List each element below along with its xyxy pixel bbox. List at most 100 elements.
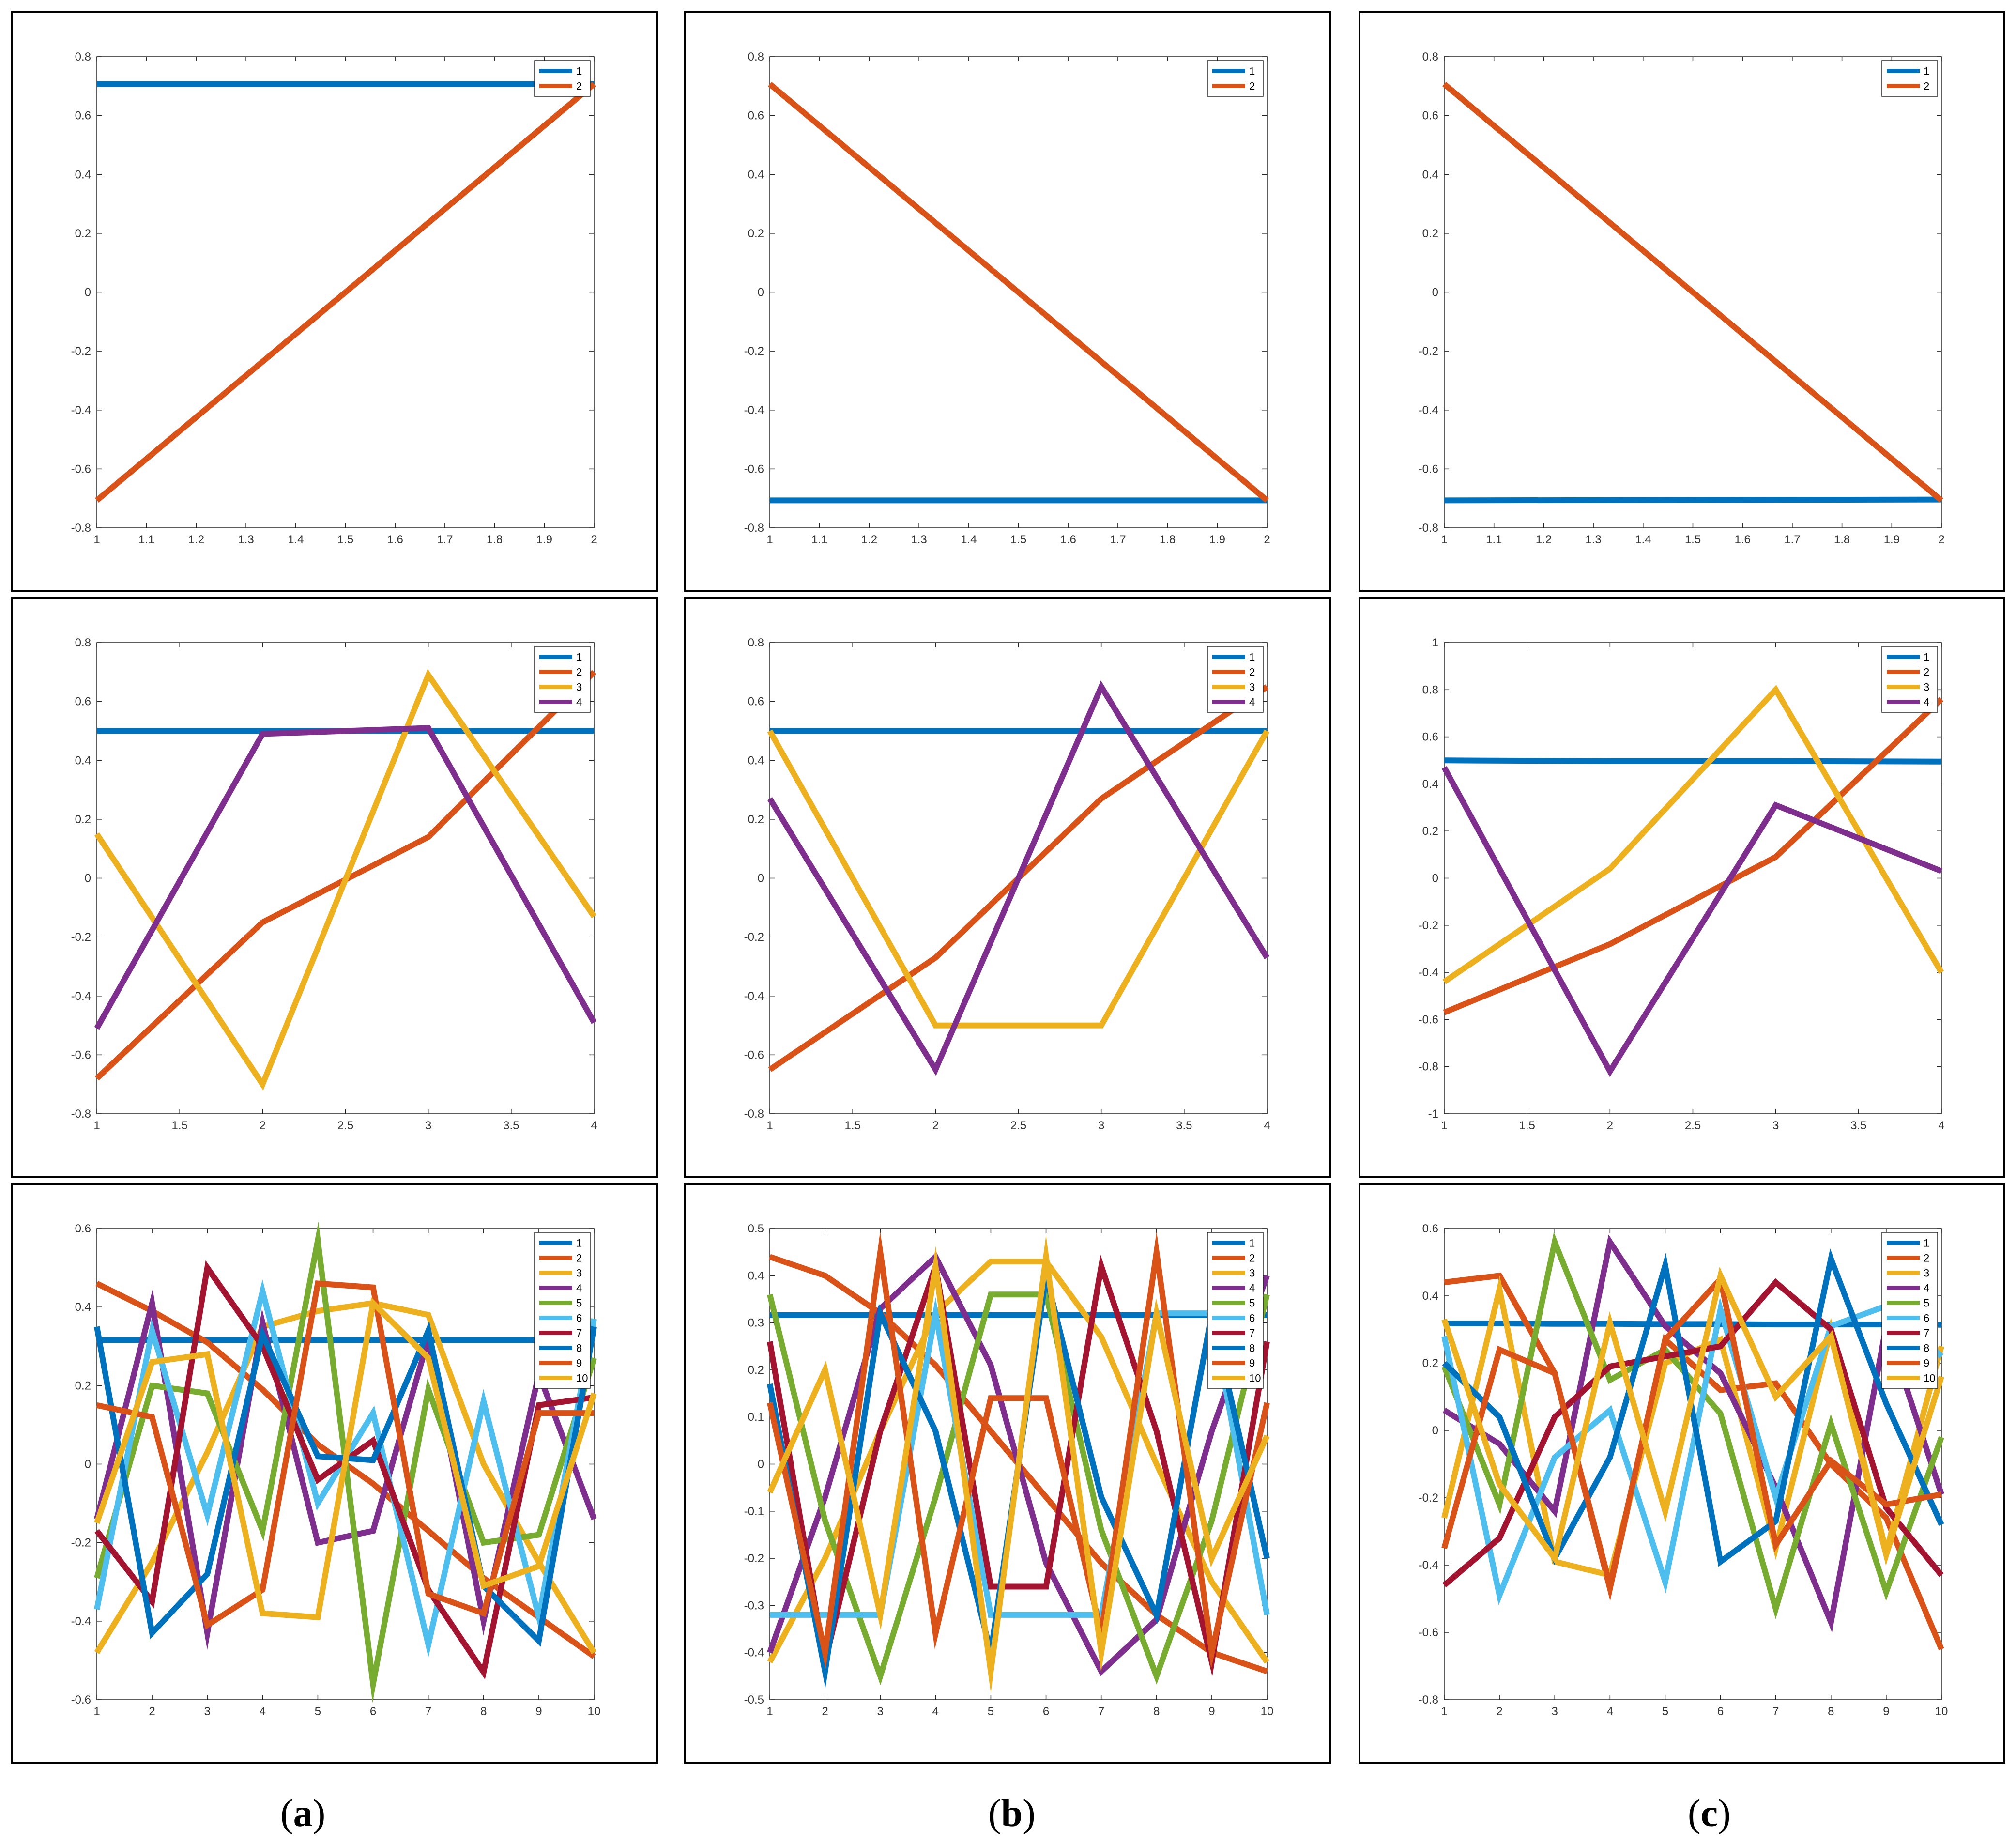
- x-tick-label: 2: [1607, 1119, 1613, 1132]
- legend-label-3: 3: [576, 1267, 582, 1279]
- series-line-8: [1442, 1248, 1944, 1567]
- column-label-b: (b): [988, 1792, 1036, 1835]
- x-tick-label: 7: [1098, 1705, 1104, 1718]
- x-tick-label: 2: [260, 1119, 266, 1132]
- x-tick-label: 10: [1935, 1705, 1948, 1718]
- x-tick-label: 1.4: [288, 533, 304, 546]
- x-tick-label: 1: [766, 533, 773, 546]
- y-tick-label: 0.2: [75, 227, 91, 240]
- legend: 1 2 3 4 5 6 7 8 9 10: [1881, 1232, 1938, 1389]
- y-tick-label: 0.2: [748, 1364, 764, 1377]
- x-tick-label: 1.5: [1685, 533, 1701, 546]
- x-tick-label: 1.1: [138, 533, 154, 546]
- y-tick-label: -0.5: [744, 1693, 764, 1706]
- series-line-4: [94, 725, 597, 1030]
- y-tick-label: 0.8: [748, 50, 764, 63]
- legend-label-2: 2: [1249, 80, 1255, 92]
- x-tick-label: 7: [1772, 1705, 1779, 1718]
- legend-label-2: 2: [1249, 666, 1255, 678]
- x-tick-label: 6: [370, 1705, 376, 1718]
- legend-label-4: 4: [1249, 1282, 1255, 1294]
- x-tick-label: 2.5: [337, 1119, 353, 1132]
- x-tick-label: 1.7: [437, 533, 453, 546]
- series-line-4: [767, 680, 1270, 1076]
- x-tick-label: 4: [1264, 1119, 1270, 1132]
- legend: 1 2 3 4: [1207, 646, 1264, 713]
- legend-label-10: 10: [576, 1372, 588, 1384]
- legend-label-2: 2: [1924, 1252, 1929, 1264]
- y-tick-label: -0.8: [71, 522, 91, 535]
- x-tick-label: 2: [822, 1705, 828, 1718]
- series-line-6: [1441, 1297, 1944, 1606]
- legend-label-4: 4: [1924, 696, 1929, 708]
- legend-label-3: 3: [576, 681, 582, 693]
- y-tick-label: -0.8: [1419, 1693, 1438, 1706]
- x-tick-label: 3.5: [1850, 1119, 1866, 1132]
- y-tick-label: 0.6: [1422, 1222, 1438, 1235]
- x-tick-label: 1.2: [1536, 533, 1552, 546]
- x-tick-label: 1.5: [171, 1119, 187, 1132]
- y-tick-label: -0.2: [744, 345, 764, 358]
- y-tick-label: -0.8: [71, 1107, 91, 1121]
- legend-label-8: 8: [576, 1342, 582, 1354]
- y-tick-label: -0.8: [1419, 1060, 1438, 1074]
- legend-label-2: 2: [1924, 80, 1929, 92]
- y-tick-label: 0.2: [748, 227, 764, 240]
- series-line-2: [768, 81, 1269, 503]
- x-tick-label: 3.5: [1176, 1119, 1192, 1132]
- y-tick-label: 0.4: [1422, 778, 1438, 791]
- y-tick-label: -0.2: [71, 345, 91, 358]
- x-tick-label: 5: [315, 1705, 321, 1718]
- legend-label-3: 3: [1924, 1267, 1929, 1279]
- x-tick-label: 8: [1828, 1705, 1834, 1718]
- y-tick-label: 0: [85, 1458, 91, 1471]
- legend-label-8: 8: [1249, 1342, 1255, 1354]
- legend-label-8: 8: [1924, 1342, 1929, 1354]
- y-tick-label: 0: [1432, 286, 1438, 299]
- y-tick-label: -0.4: [71, 1615, 91, 1628]
- y-tick-label: 0.2: [75, 1379, 91, 1392]
- panel-c1: 1 1.1 1.2 1.3 1.4 1.5 1.6 1.7 1.8 1.9 2 -0.8 -0.6 -0.…: [1359, 11, 2005, 592]
- legend-label-1: 1: [576, 651, 582, 663]
- y-tick-label: -0.6: [1419, 1013, 1438, 1026]
- legend-label-2: 2: [1249, 1252, 1255, 1264]
- legend-label-1: 1: [1249, 1237, 1255, 1249]
- x-tick-label: 1: [93, 1705, 100, 1718]
- legend-label-5: 5: [1924, 1297, 1929, 1309]
- y-tick-label: 0: [758, 1458, 764, 1471]
- panel-c3: 1 2 3 4 5 6 7 8 9 10 -0.8 -0.6 -0.4 -0.2 0 0.2 0.4 0.6 1 2 3…: [1359, 1183, 2005, 1764]
- series-line-2: [1442, 81, 1943, 503]
- y-tick-label: 0.8: [1422, 50, 1438, 63]
- legend-box: [1881, 60, 1938, 97]
- y-tick-label: 0.6: [1422, 731, 1438, 744]
- y-tick-label: -0.6: [1419, 1626, 1438, 1639]
- y-tick-label: 0.8: [75, 636, 91, 649]
- legend-label-6: 6: [1924, 1312, 1929, 1324]
- y-tick-label: 0.2: [748, 813, 764, 826]
- panel-grid: 1 1.1 1.2 1.3 1.4 1.5 1.6 1.7 1.8 1.9 2 -0.8 -0.6 -0.…: [11, 11, 2005, 1764]
- legend-label-1: 1: [1924, 651, 1929, 663]
- x-tick-label: 4: [932, 1705, 939, 1718]
- y-tick-label: 0.6: [75, 695, 91, 708]
- series-line-3: [94, 669, 596, 1091]
- legend-label-7: 7: [1924, 1327, 1929, 1339]
- x-tick-label: 1.8: [1834, 533, 1850, 546]
- legend-label-2: 2: [576, 666, 582, 678]
- legend: 12: [534, 60, 591, 97]
- x-tick-label: 1.5: [844, 1119, 860, 1132]
- x-tick-label: 2: [1264, 533, 1270, 546]
- y-tick-label: -0.4: [1419, 1559, 1438, 1572]
- legend-label-5: 5: [576, 1297, 582, 1309]
- legend-label-7: 7: [1249, 1327, 1255, 1339]
- y-tick-label: -0.4: [1419, 966, 1438, 979]
- y-tick-label: 0.2: [75, 813, 91, 826]
- y-tick-label: -0.1: [744, 1505, 764, 1518]
- x-tick-label: 6: [1717, 1705, 1724, 1718]
- x-tick-label: 1.4: [1635, 533, 1651, 546]
- legend-label-5: 5: [1249, 1297, 1255, 1309]
- y-tick-label: -0.8: [1419, 522, 1438, 535]
- x-tick-label: 3.5: [503, 1119, 519, 1132]
- x-tick-label: 4: [1607, 1705, 1613, 1718]
- legend-box: [1207, 60, 1264, 97]
